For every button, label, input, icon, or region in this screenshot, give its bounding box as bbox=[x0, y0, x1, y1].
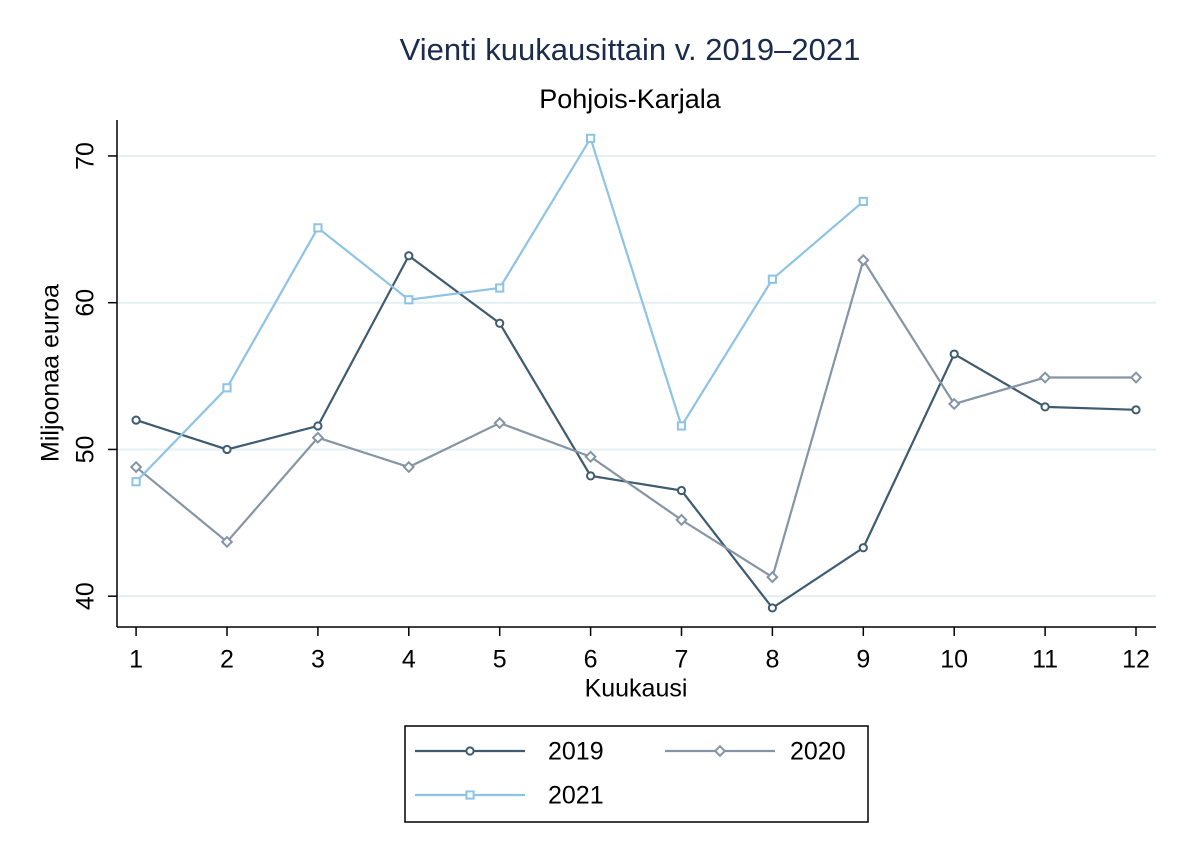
x-tick-label: 4 bbox=[402, 646, 416, 674]
marker bbox=[1038, 371, 1052, 384]
chart-title: Vienti kuukausittain v. 2019–2021 bbox=[400, 32, 861, 67]
x-tick-label: 8 bbox=[765, 646, 779, 674]
marker bbox=[857, 253, 870, 267]
x-tick-label: 12 bbox=[1122, 646, 1150, 674]
marker bbox=[402, 460, 416, 474]
marker bbox=[947, 397, 961, 411]
series-line bbox=[135, 257, 1136, 579]
marker bbox=[858, 543, 868, 553]
marker bbox=[129, 460, 143, 474]
marker bbox=[949, 349, 959, 359]
marker bbox=[220, 535, 234, 549]
legend-marker bbox=[465, 746, 475, 756]
marker bbox=[495, 283, 505, 293]
marker bbox=[311, 431, 325, 444]
marker bbox=[222, 444, 232, 455]
x-tick-label: 9 bbox=[856, 646, 870, 674]
x-tick-label: 6 bbox=[584, 646, 598, 674]
y-tick-label: 70 bbox=[72, 142, 100, 170]
y-tick-label: 50 bbox=[72, 436, 100, 464]
x-tick-label: 1 bbox=[129, 646, 143, 674]
marker bbox=[767, 274, 777, 284]
x-tick-label: 3 bbox=[311, 646, 325, 674]
x-tick-label: 5 bbox=[493, 646, 507, 674]
marker bbox=[131, 477, 141, 487]
marker bbox=[676, 421, 687, 431]
x-axis-title: Kuukausi bbox=[585, 675, 688, 703]
legend-box bbox=[404, 725, 869, 823]
marker bbox=[676, 485, 687, 496]
marker bbox=[584, 450, 597, 463]
legend-label: 2021 bbox=[548, 782, 604, 810]
marker bbox=[131, 415, 141, 425]
y-tick-label: 60 bbox=[72, 289, 100, 317]
marker bbox=[404, 251, 414, 261]
x-tick-label: 2 bbox=[220, 646, 234, 674]
x-tick-label: 11 bbox=[1032, 646, 1058, 674]
y-tick-label: 40 bbox=[72, 582, 100, 610]
series-line bbox=[135, 254, 1137, 610]
marker bbox=[1040, 402, 1050, 412]
marker bbox=[1129, 371, 1143, 384]
marker bbox=[313, 421, 323, 431]
marker bbox=[313, 223, 323, 233]
x-tick-label: 10 bbox=[940, 646, 968, 674]
chart-subtitle: Pohjois-Karjala bbox=[539, 84, 722, 114]
marker bbox=[222, 383, 232, 393]
marker bbox=[1131, 405, 1141, 415]
marker bbox=[495, 318, 505, 328]
legend-label: 2019 bbox=[548, 738, 604, 766]
marker bbox=[858, 196, 868, 207]
legend-marker bbox=[465, 790, 475, 800]
marker bbox=[767, 603, 777, 613]
marker bbox=[404, 295, 414, 305]
marker bbox=[585, 133, 596, 143]
marker bbox=[493, 416, 506, 430]
y-axis-title: Miljoonaa euroa bbox=[37, 284, 65, 462]
legend-marker bbox=[713, 744, 727, 758]
legend-label: 2020 bbox=[790, 738, 846, 766]
marker bbox=[675, 513, 688, 527]
marker bbox=[585, 471, 596, 481]
x-tick-label: 7 bbox=[675, 646, 689, 674]
marker bbox=[766, 570, 779, 584]
